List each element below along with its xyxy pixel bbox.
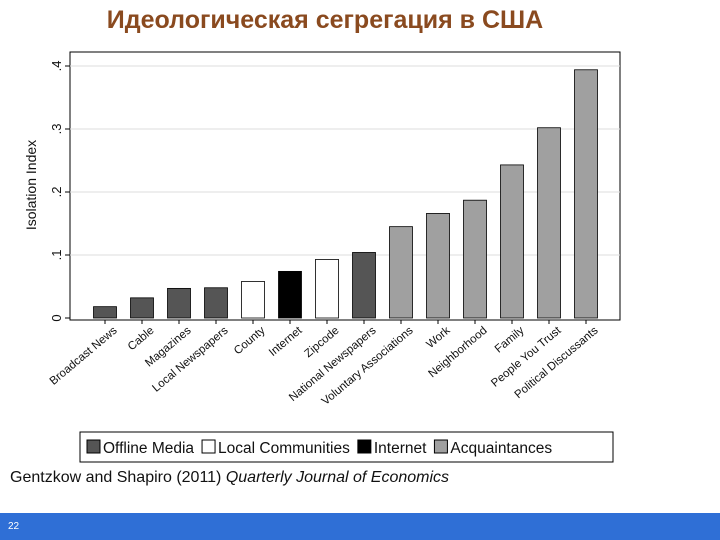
x-tick-label: County (232, 324, 268, 357)
footer-bar: 22 (0, 513, 720, 540)
slide-title: Идеологическая сегрегация в США (106, 6, 544, 34)
bars (93, 69, 598, 319)
x-tick-label: Cable (126, 325, 157, 354)
legend-label: Internet (374, 440, 427, 457)
bar-broadcast-news (93, 306, 117, 319)
bar-people-you-trust (537, 127, 561, 319)
bar-work (426, 213, 450, 319)
x-tick-label: Internet (267, 324, 305, 359)
legend-label: Local Communities (218, 440, 350, 457)
x-tick-label: Family (493, 324, 527, 355)
y-tick-label: .3 (49, 124, 64, 135)
y-tick-label: .1 (49, 250, 64, 261)
legend-label: Offline Media (103, 440, 194, 457)
bar-political-discussants (574, 69, 598, 319)
bar-neighborhood (463, 199, 487, 319)
bar-local-newspapers (204, 287, 228, 319)
y-tick-label: .4 (49, 61, 64, 72)
x-tick-label: Work (424, 324, 452, 350)
bar-national-newspapers (352, 252, 376, 319)
citation-authors: Gentzkow and Shapiro (2011) (10, 469, 226, 486)
bar-voluntary-associations (389, 226, 413, 319)
y-axis-label: Isolation Index (23, 140, 39, 230)
x-tick-label: Broadcast News (48, 324, 120, 387)
bar-magazines (167, 287, 191, 319)
y-axis-ticks: 0 .1 .2 .3 .4 (49, 61, 70, 322)
bar-cable (130, 297, 154, 319)
y-tick-label: 0 (49, 314, 64, 321)
bar-zipcode (315, 259, 339, 319)
y-tick-label: .2 (49, 187, 64, 198)
legend-swatch (357, 439, 372, 454)
legend-swatch (86, 439, 101, 454)
legend: Offline Media Local Communities Internet Ac… (79, 431, 614, 463)
citation-journal: Quarterly Journal of Economics (225, 469, 450, 486)
citation: Gentzkow and Shapiro (2011) Quarterly Jo… (10, 469, 449, 487)
plot-area (69, 51, 621, 321)
bar-internet (278, 270, 302, 319)
bar-family (500, 164, 524, 319)
legend-swatch (433, 439, 448, 454)
gridlines (70, 65, 620, 256)
legend-swatch (201, 439, 216, 454)
bar-county (241, 281, 265, 319)
legend-label: Acquaintances (450, 440, 552, 457)
isolation-index-chart: 0 .1 .2 .3 .4 Broadcast News CableMagazinesLo… (23, 51, 621, 463)
page-number: 22 (8, 521, 20, 532)
legend-box (79, 431, 614, 463)
